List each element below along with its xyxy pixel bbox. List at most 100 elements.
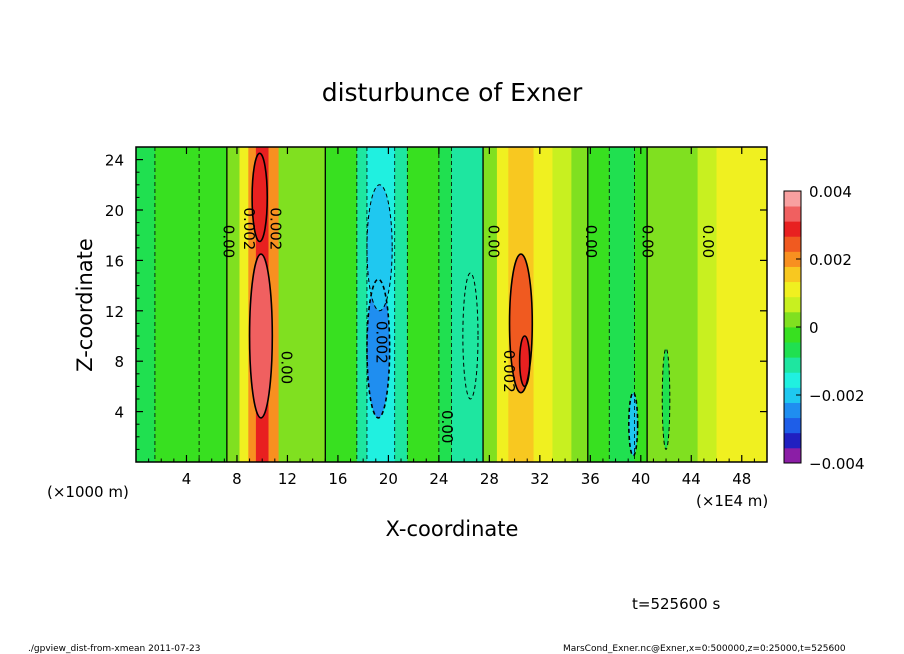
field-blob-4 xyxy=(462,273,479,399)
colorbar-segment-4 xyxy=(784,387,801,403)
x-tick-label-0: 4 xyxy=(182,470,192,488)
contour-label-2: 0.002 xyxy=(266,207,284,250)
contour-label-10: 0.00 xyxy=(699,225,717,258)
field-column-3 xyxy=(226,147,240,462)
contour-labels: 0.00 0.002 0.0020.000.0020.000.000.0020.00… xyxy=(220,207,718,443)
colorbar-segment-14 xyxy=(784,236,801,252)
field-column-14 xyxy=(407,147,440,462)
colorbar-label-3: −0.002 xyxy=(809,387,865,405)
field-column-8 xyxy=(278,147,301,462)
y-tick-label-5: 24 xyxy=(105,152,124,170)
contour-label-8: 0.00 xyxy=(582,225,600,258)
colorbar-segment-6 xyxy=(784,357,801,373)
field-blob-6 xyxy=(519,336,530,387)
y-tick-label-0: 4 xyxy=(114,404,124,422)
contour-ring-5 xyxy=(508,253,534,394)
contour-layer xyxy=(154,147,671,462)
contour-ring-4 xyxy=(462,272,479,400)
x-tick-label-9: 40 xyxy=(631,470,650,488)
colorbar-segment-0 xyxy=(784,447,801,464)
field-blob-0 xyxy=(249,254,273,418)
x-unit-left: (×1000 m) xyxy=(47,483,129,501)
field-column-15 xyxy=(438,147,452,462)
y-tick-label-4: 20 xyxy=(105,202,124,220)
field-blob-2 xyxy=(366,279,390,418)
contour-label-0: 0.00 xyxy=(220,225,238,258)
colorbar-segment-16 xyxy=(784,206,801,222)
colorbar-segment-8 xyxy=(784,327,801,343)
colorbar: 0.004 0.002 0 −0.002 −0.004 xyxy=(783,183,865,473)
colorbar-segment-15 xyxy=(784,221,801,237)
contour-ring-7 xyxy=(628,391,639,457)
x-axis-label: X-coordinate xyxy=(386,517,519,541)
x-tick-label-5: 24 xyxy=(429,470,448,488)
field-column-0 xyxy=(136,147,156,462)
contour-ring-1 xyxy=(251,152,269,243)
x-tick-label-10: 44 xyxy=(682,470,701,488)
field-column-20 xyxy=(533,147,553,462)
x-axis: 4 8 12 16 20 24 28 32 36 40 44 48 xyxy=(148,147,755,488)
colorbar-segment-12 xyxy=(784,266,801,283)
x-tick-label-11: 48 xyxy=(732,470,751,488)
field-column-25 xyxy=(634,147,648,462)
contour-ring-0 xyxy=(248,253,274,419)
field-blob-7 xyxy=(628,392,638,456)
field-blob-1 xyxy=(252,153,268,242)
colorbar-label-1: 0.002 xyxy=(809,251,852,269)
field-column-27 xyxy=(697,147,718,462)
contour-label-1: 0.002 xyxy=(240,207,258,250)
field-blob-3 xyxy=(366,184,393,311)
field-column-22 xyxy=(571,147,589,462)
y-tick-label-2: 12 xyxy=(105,303,124,321)
colorbar-segment-11 xyxy=(784,281,801,298)
colorbar-segment-7 xyxy=(784,342,801,358)
x-unit-right: (×1E4 m) xyxy=(696,492,768,510)
x-tick-label-7: 32 xyxy=(530,470,549,488)
field-column-17 xyxy=(483,147,498,462)
field-column-7 xyxy=(268,147,280,462)
contour-ring-8 xyxy=(661,348,671,450)
field-column-13 xyxy=(394,147,408,462)
contour-label-7: 0.002 xyxy=(500,350,518,393)
colorbar-segment-13 xyxy=(784,251,801,267)
y-tick-label-1: 8 xyxy=(114,353,124,371)
y-tick-label-3: 16 xyxy=(105,252,124,270)
field-column-2 xyxy=(199,147,228,462)
colorbar-segment-10 xyxy=(784,296,801,313)
colorbar-segment-2 xyxy=(784,417,801,434)
contour-label-6: 0.00 xyxy=(485,225,503,258)
field-column-21 xyxy=(552,147,572,462)
field-column-28 xyxy=(716,147,767,462)
time-label: t=525600 s xyxy=(632,595,720,613)
colorbar-label-2: 0 xyxy=(809,319,819,337)
colorbar-segment-5 xyxy=(784,372,801,388)
colorbar-segment-1 xyxy=(784,432,801,449)
field-column-9 xyxy=(300,147,326,462)
colorbar-segment-9 xyxy=(784,311,801,328)
y-axis: 4 8 12 16 20 24 xyxy=(105,152,767,450)
footer-right: MarsCond_Exner.nc@Exner,x=0:500000,z=0:2… xyxy=(563,644,846,654)
footer-left: ./gpview_dist-from-xmean 2011-07-23 xyxy=(28,644,200,654)
field-column-18 xyxy=(496,147,509,462)
chart-title: disturbunce of Exner xyxy=(322,78,583,107)
contour-ring-2 xyxy=(366,278,391,419)
contour-label-5: 0.00 xyxy=(438,410,456,443)
x-tick-label-8: 36 xyxy=(581,470,600,488)
field-column-26 xyxy=(647,147,699,462)
contour-ring-6 xyxy=(518,335,531,388)
colorbar-label-0: 0.004 xyxy=(809,183,852,201)
contour-ring-3 xyxy=(366,184,393,312)
x-tick-label-6: 28 xyxy=(480,470,499,488)
colorbar-segment-3 xyxy=(784,402,801,419)
contour-label-9: 0.00 xyxy=(639,225,657,258)
contour-label-3: 0.00 xyxy=(278,351,296,384)
field-column-10 xyxy=(325,147,358,462)
x-tick-label-4: 20 xyxy=(379,470,398,488)
y-axis-label: Z-coordinate xyxy=(73,238,97,372)
field-column-11 xyxy=(356,147,368,462)
x-tick-label-1: 8 xyxy=(232,470,242,488)
colorbar-label-4: −0.004 xyxy=(809,455,865,473)
colorbar-segment-17 xyxy=(784,191,801,207)
field-blob-8 xyxy=(662,348,670,450)
